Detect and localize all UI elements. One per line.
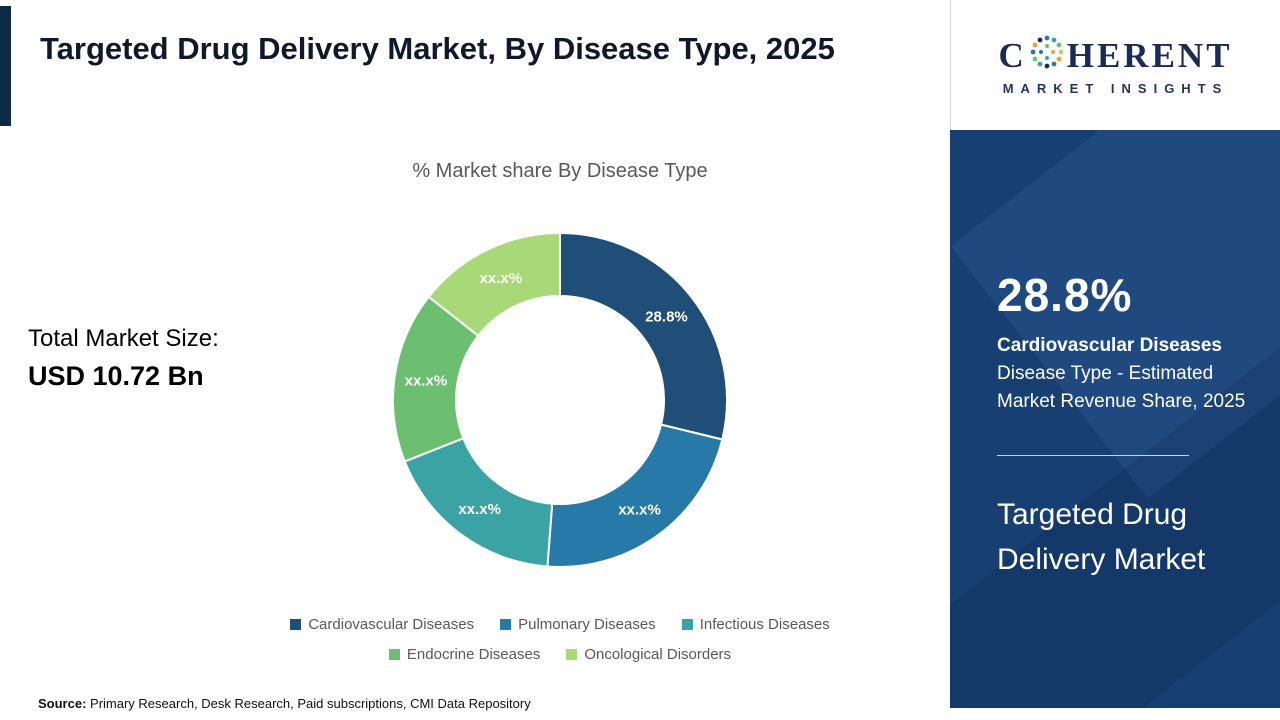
- legend-swatch: [290, 619, 302, 630]
- donut-chart: 28.8% xx.x% xx.x% xx.x% xx.x%: [390, 230, 730, 570]
- donut-slice-label-2: xx.x%: [618, 502, 661, 519]
- brand-logo-block: C: [950, 0, 1280, 130]
- chart-legend: Cardiovascular Diseases Pulmonary Disease…: [250, 616, 870, 663]
- highlight-panel: 28.8% Cardiovascular Diseases Disease Ty…: [950, 130, 1280, 708]
- brand-name: C: [998, 34, 1232, 76]
- source-text: Primary Research, Desk Research, Paid su…: [86, 696, 531, 711]
- dotted-globe-icon: [1029, 34, 1065, 76]
- legend-label: Cardiovascular Diseases: [308, 616, 475, 633]
- donut-slice-2: [546, 423, 724, 568]
- total-market-size-block: Total Market Size: USD 10.72 Bn: [28, 325, 219, 392]
- legend-label: Infectious Diseases: [699, 616, 830, 633]
- panel-divider: [997, 455, 1189, 456]
- donut-slice-1: [559, 231, 728, 441]
- legend-swatch: [566, 649, 578, 660]
- chart-area: Targeted Drug Delivery Market, By Diseas…: [28, 31, 870, 711]
- legend-item-1: Cardiovascular Diseases: [290, 616, 474, 633]
- brand-tagline: MARKET INSIGHTS: [1002, 81, 1229, 96]
- donut-slice-5: [427, 231, 561, 338]
- source-label: Source:: [38, 696, 87, 711]
- brand-name-suffix: HERENT: [1066, 35, 1233, 75]
- donut-slice-label-4: xx.x%: [405, 373, 448, 390]
- legend-label: Endocrine Diseases: [406, 646, 541, 663]
- sidebar: C: [950, 0, 1280, 720]
- highlight-description: Disease Type - Estimated Market Revenue …: [997, 362, 1246, 413]
- donut-chart-svg: 28.8% xx.x% xx.x% xx.x% xx.x%: [392, 231, 728, 568]
- highlight-percentage: 28.8%: [997, 269, 1133, 321]
- legend-label: Oncological Disorders: [584, 646, 732, 663]
- brand-name-prefix: C: [998, 35, 1027, 75]
- total-market-size-label: Total Market Size:: [28, 325, 219, 352]
- panel-market-title: Targeted Drug Delivery Market: [997, 498, 1206, 576]
- highlight-block: 28.8% Cardiovascular Diseases Disease Ty…: [997, 268, 1252, 417]
- donut-slice-label-5: xx.x%: [480, 270, 523, 287]
- left-accent-bar: [0, 6, 11, 126]
- legend-item-3: Infectious Diseases: [681, 616, 830, 633]
- legend-label: Pulmonary Diseases: [518, 616, 656, 633]
- donut-slice-label-3: xx.x%: [458, 501, 501, 518]
- legend-swatch: [681, 619, 693, 630]
- legend-swatch: [388, 649, 400, 660]
- donut-slice-label-1: 28.8%: [645, 308, 688, 325]
- source-line: Source: Primary Research, Desk Research,…: [38, 696, 531, 711]
- legend-item-4: Endocrine Diseases: [388, 646, 541, 663]
- legend-item-5: Oncological Disorders: [566, 646, 731, 663]
- legend-item-2: Pulmonary Diseases: [500, 616, 656, 633]
- highlight-segment-name: Cardiovascular Diseases: [997, 335, 1222, 356]
- chart-subtitle: % Market share By Disease Type: [412, 160, 708, 182]
- legend-swatch: [500, 619, 512, 630]
- total-market-size-value: USD 10.72 Bn: [28, 361, 204, 391]
- page-title: Targeted Drug Delivery Market, By Diseas…: [40, 31, 835, 66]
